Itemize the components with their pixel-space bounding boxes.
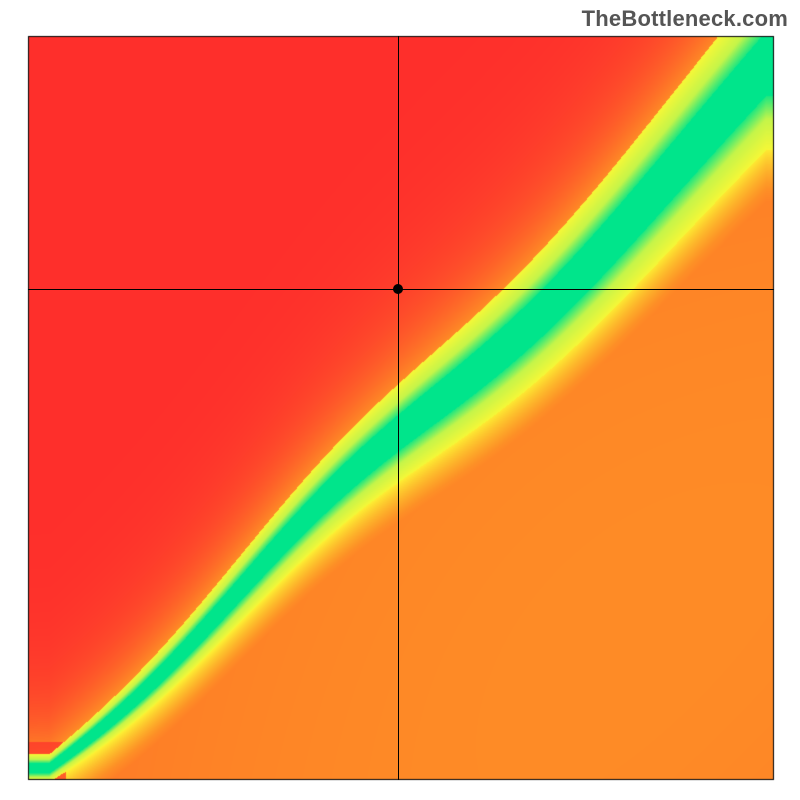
heatmap-canvas <box>0 0 800 800</box>
chart-container: TheBottleneck.com <box>0 0 800 800</box>
crosshair-point <box>393 284 403 294</box>
watermark-text: TheBottleneck.com <box>582 6 788 32</box>
crosshair-vertical <box>398 36 399 780</box>
